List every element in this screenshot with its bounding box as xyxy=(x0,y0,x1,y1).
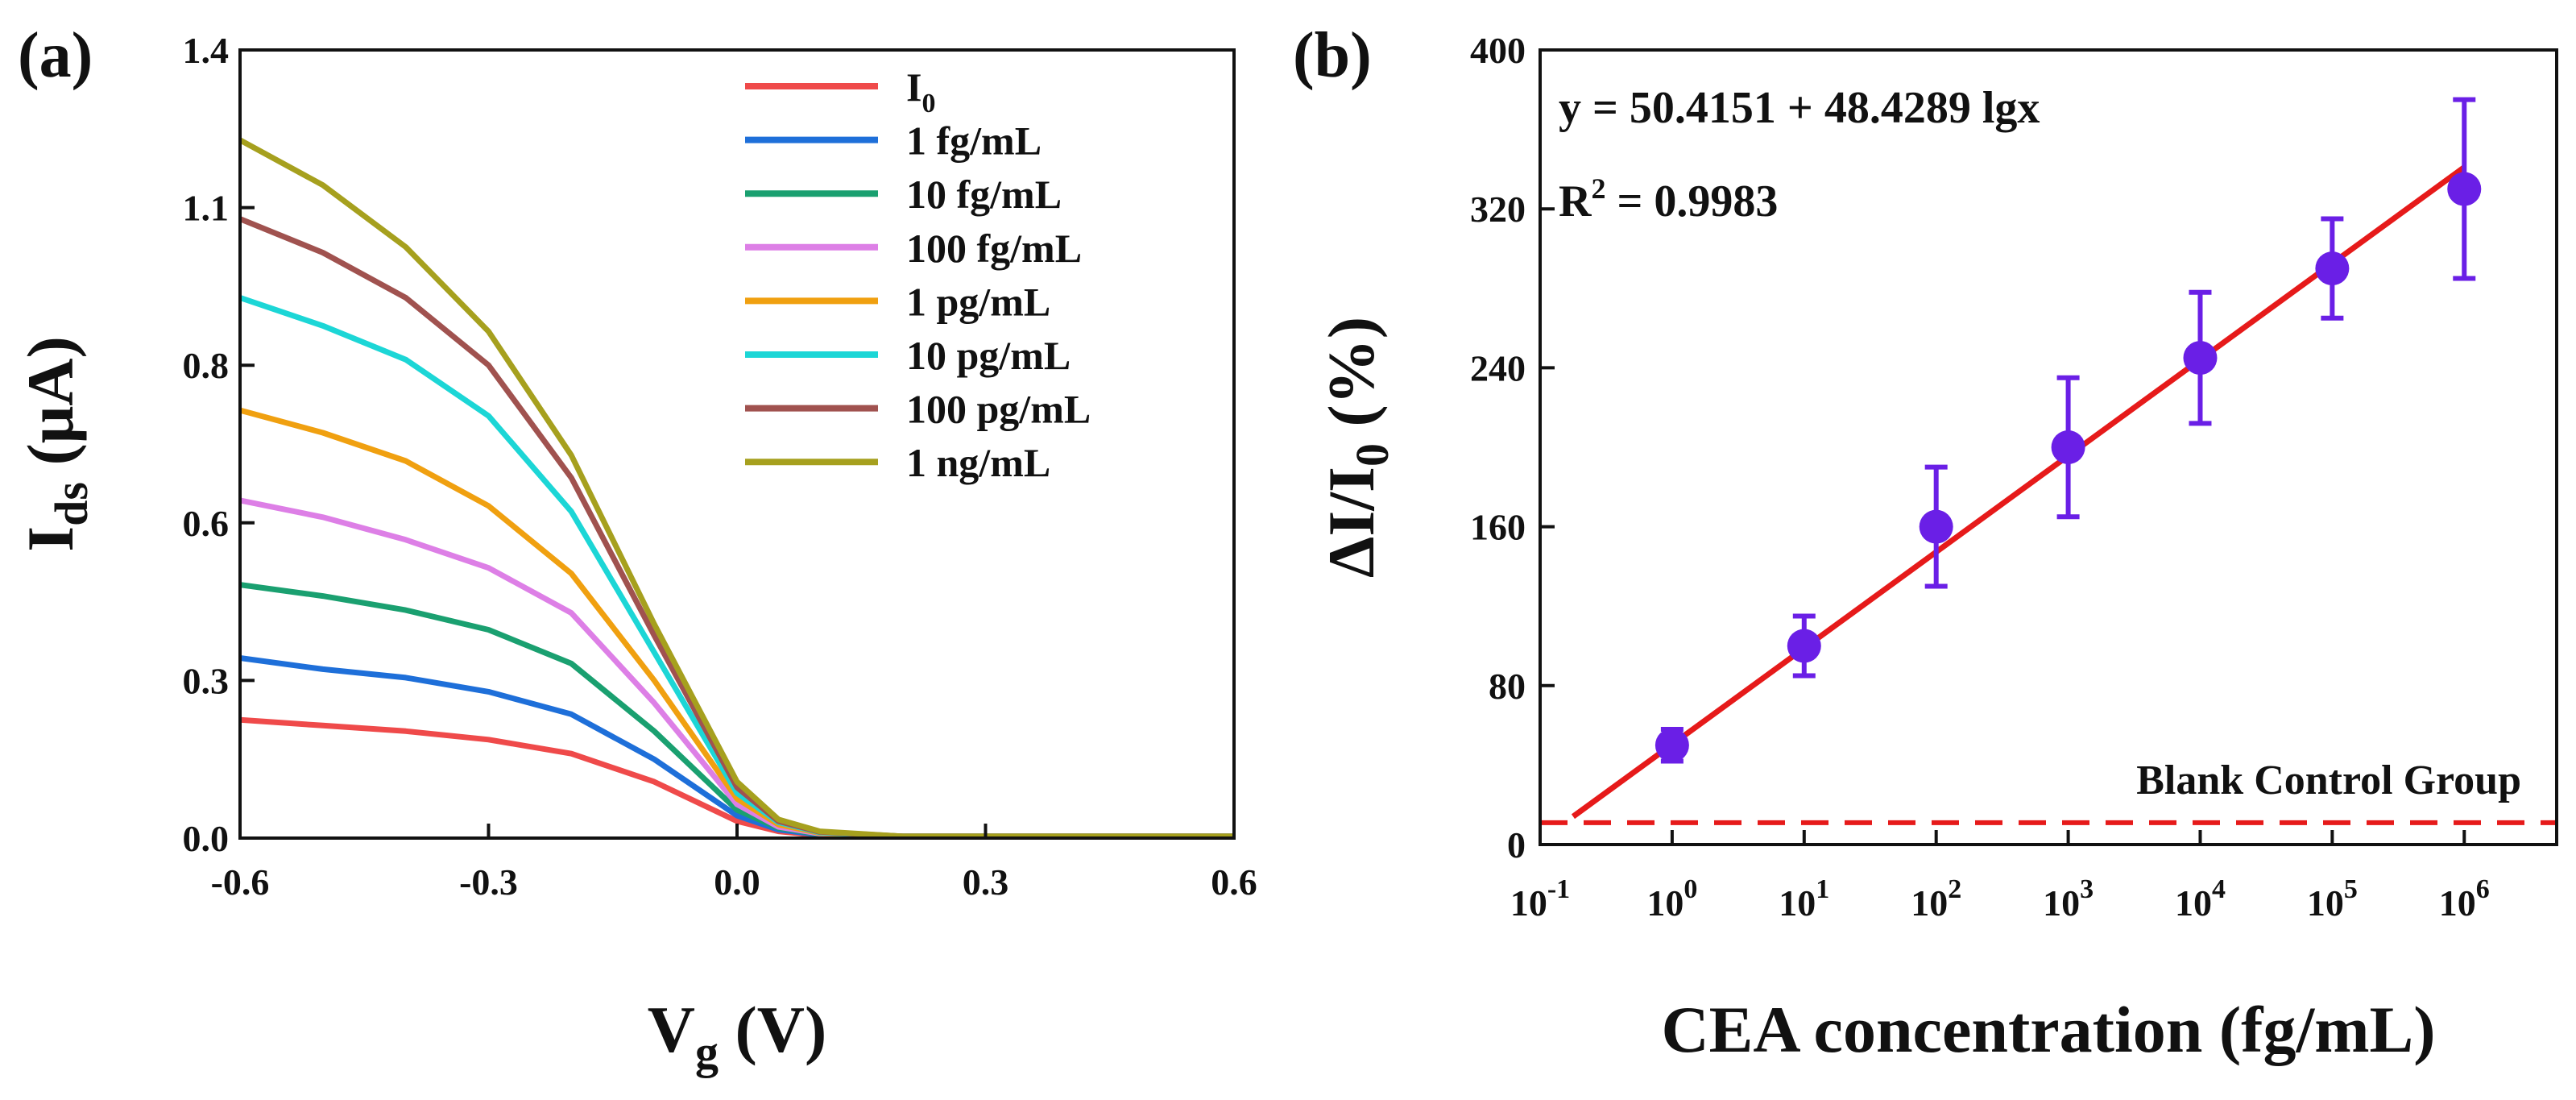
panel-b-y-ticks: 0 80 160 240 320 400 xyxy=(1470,30,1555,865)
legend-label: 1 pg/mL xyxy=(906,279,1050,324)
fit-equation: y = 50.4151 + 48.4289 lgx xyxy=(1559,83,2040,133)
data-point xyxy=(2051,430,2085,464)
panel-a-x-ticks: -0.6 -0.3 0.0 0.3 0.6 xyxy=(211,824,1257,903)
y-tick-label: 400 xyxy=(1470,30,1526,71)
panel-a-y-label-main: I xyxy=(14,526,87,552)
legend-label: I0 xyxy=(906,64,935,118)
x-tick-label: 102 xyxy=(1911,874,1961,924)
panel-a-y-label: Ids (μA) xyxy=(14,336,97,552)
legend-label: 100 fg/mL xyxy=(906,226,1082,271)
data-point xyxy=(1787,629,1821,663)
panel-b-y-label: ΔI/I0 (%) xyxy=(1315,317,1398,578)
panel-b-frame xyxy=(1539,48,2558,846)
y-tick-label: 0.0 xyxy=(183,818,230,859)
blank-control-label: Blank Control Group xyxy=(2136,758,2521,803)
y-tick-label: 160 xyxy=(1470,507,1526,548)
legend-label: 10 pg/mL xyxy=(906,333,1071,378)
y-tick-label: 0.8 xyxy=(183,345,230,386)
y-tick-label: 0 xyxy=(1507,824,1526,865)
panel-b-x-label: CEA concentration (fg/mL) xyxy=(1661,993,2435,1066)
panel-b-x-ticks: 10-1 100 101 102 103 104 105 106 xyxy=(1510,830,2490,924)
panel-a-legend: I01 fg/mL 10 fg/mL 100 fg/mL 1 pg/mL 10 pg/m… xyxy=(745,64,1091,485)
series-line-5 xyxy=(238,295,1234,840)
y-tick-label: 0.3 xyxy=(183,660,230,701)
panel-a-curves xyxy=(238,137,1234,840)
svg-text:Ids (μA): Ids (μA) xyxy=(14,336,97,552)
panel-b-y-label-sub: 0 xyxy=(1346,443,1398,467)
x-tick-label: 104 xyxy=(2175,874,2226,924)
data-point xyxy=(2315,251,2350,286)
panel-b-y-label-unit: (%) xyxy=(1315,317,1388,427)
legend-label: 10 fg/mL xyxy=(906,172,1062,217)
x-tick-label: 0.6 xyxy=(1211,861,1257,903)
panel-a-label: (a) xyxy=(18,20,93,91)
panel-a-y-label-unit: (μA) xyxy=(14,336,87,465)
x-tick-label: 101 xyxy=(1779,874,1829,924)
x-tick-label: 106 xyxy=(2439,874,2490,924)
data-point xyxy=(1919,509,1953,544)
legend-label: 100 pg/mL xyxy=(906,387,1091,432)
x-tick-label: 103 xyxy=(2043,874,2094,924)
y-tick-label: 1.1 xyxy=(183,188,230,229)
x-tick-label: 0.0 xyxy=(714,861,760,903)
x-tick-label: 105 xyxy=(2307,874,2358,924)
y-tick-label: 1.4 xyxy=(183,30,230,71)
panel-a-x-label: Vg (V) xyxy=(648,993,827,1078)
data-point xyxy=(2447,172,2482,206)
y-tick-label: 0.6 xyxy=(183,503,230,544)
data-point xyxy=(1655,728,1689,762)
y-tick-label: 80 xyxy=(1489,666,1526,707)
legend-label: 1 fg/mL xyxy=(906,118,1042,164)
y-tick-label: 240 xyxy=(1470,347,1526,388)
panel-a: (a) 0.0 0.3 0.6 0.8 1.1 1.4 -0.6 -0.3 0.0 0.3 0.6… xyxy=(14,20,1257,1078)
panel-a-y-label-sub: ds xyxy=(45,482,97,526)
panel-a-x-label-main: V xyxy=(648,993,695,1066)
x-tick-label: 0.3 xyxy=(963,861,1009,903)
legend-label: 1 ng/mL xyxy=(906,440,1050,485)
panel-b-plot xyxy=(1540,97,2557,825)
series-line-7 xyxy=(238,137,1234,840)
panel-b-label: (b) xyxy=(1293,20,1372,91)
panel-a-x-label-unit: (V) xyxy=(735,993,826,1066)
x-tick-label: -0.6 xyxy=(211,861,270,903)
y-tick-label: 320 xyxy=(1470,189,1526,230)
panel-a-x-label-sub: g xyxy=(695,1026,719,1078)
panel-a-frame xyxy=(238,48,1236,840)
panel-b-y-label-main: ΔI/I xyxy=(1315,467,1388,578)
x-tick-label: 100 xyxy=(1646,874,1697,924)
x-tick-label: 10-1 xyxy=(1510,874,1570,924)
svg-text:ΔI/I0 (%): ΔI/I0 (%) xyxy=(1315,317,1398,578)
x-tick-label: -0.3 xyxy=(459,861,518,903)
panel-a-y-ticks: 0.0 0.3 0.6 0.8 1.1 1.4 xyxy=(183,30,255,859)
fit-line xyxy=(1571,164,2466,820)
fit-r-squared: R2 = 0.9983 xyxy=(1559,172,1778,226)
series-line-6 xyxy=(238,216,1234,840)
series-line-4 xyxy=(239,407,1234,840)
data-point xyxy=(2183,341,2218,376)
